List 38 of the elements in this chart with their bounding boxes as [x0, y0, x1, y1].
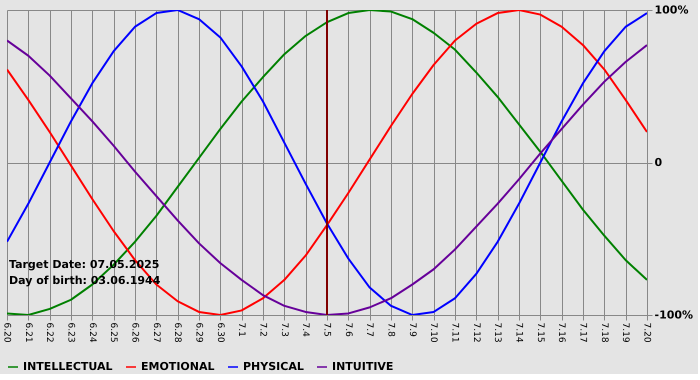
- x-tick-label: 6.25: [108, 322, 118, 343]
- x-tick-label: 6.27: [150, 322, 161, 343]
- x-tick-label: 7.18: [598, 322, 609, 343]
- legend-label: INTELLECTUAL: [23, 360, 113, 373]
- x-tick-label: 7.12: [470, 322, 481, 343]
- x-tick-label: 7.20: [642, 322, 652, 343]
- x-tick-label: 7.3: [278, 322, 289, 337]
- x-tick-label: 7.11: [450, 322, 460, 343]
- x-tick-label: 6.23: [66, 322, 76, 343]
- x-tick-label: 7.14: [514, 322, 524, 343]
- y-tick-label: 0: [654, 156, 662, 169]
- legend-label: INTUITIVE: [332, 360, 394, 373]
- x-tick-label: 7.17: [578, 322, 588, 343]
- x-tick-label: 7.16: [556, 322, 566, 343]
- x-tick-label: 6.21: [22, 322, 33, 343]
- x-tick-label: 6.29: [194, 322, 204, 343]
- x-tick-label: 7.13: [492, 322, 502, 343]
- x-tick-label: 7.7: [364, 322, 374, 337]
- x-tick-label: 6.30: [214, 322, 225, 343]
- x-tick-label: 6.28: [172, 322, 182, 343]
- y-tick-label: 100%: [654, 4, 688, 16]
- y-tick-label: -100%: [654, 308, 694, 322]
- legend-label: PHYSICAL: [243, 360, 304, 373]
- x-tick-label: 7.10: [428, 322, 438, 343]
- x-tick-label: 7.1: [236, 322, 246, 337]
- x-tick-label: 7.6: [342, 322, 353, 338]
- x-tick-label: 6.20: [2, 322, 12, 343]
- x-tick-label: 7.2: [258, 322, 268, 337]
- x-tick-label: 7.5: [322, 322, 332, 337]
- x-tick-label: 6.24: [86, 322, 97, 343]
- x-tick-label: 7.15: [534, 322, 545, 343]
- legend-label: EMOTIONAL: [141, 360, 214, 373]
- x-tick-label: 7.4: [300, 322, 310, 338]
- x-tick-label: 6.22: [44, 322, 54, 343]
- x-tick-label: 7.19: [620, 322, 630, 343]
- x-tick-label: 6.26: [130, 322, 140, 343]
- x-tick-label: 7.8: [386, 322, 396, 338]
- x-tick-label: 7.9: [406, 322, 417, 338]
